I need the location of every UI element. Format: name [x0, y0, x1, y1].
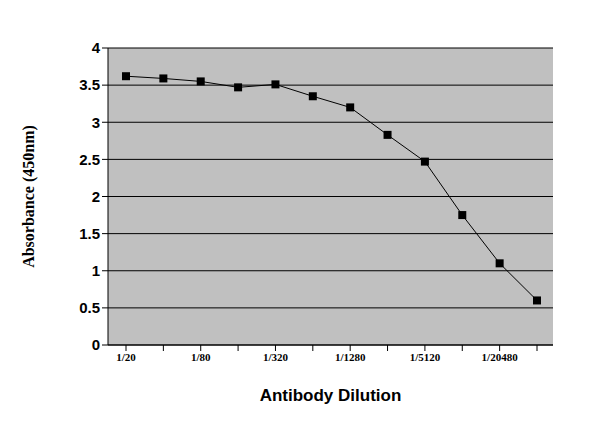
svg-text:0.5: 0.5 [79, 299, 100, 316]
svg-text:1/20480: 1/20480 [482, 351, 519, 363]
svg-text:4: 4 [92, 39, 101, 56]
svg-text:2: 2 [92, 188, 100, 205]
svg-text:3.5: 3.5 [79, 76, 100, 93]
svg-text:1/5120: 1/5120 [410, 351, 441, 363]
svg-text:3: 3 [92, 114, 100, 131]
svg-text:1/80: 1/80 [191, 351, 211, 363]
svg-text:1/320: 1/320 [263, 351, 289, 363]
svg-text:2.5: 2.5 [79, 151, 100, 168]
svg-text:Antibody Dilution: Antibody Dilution [260, 386, 402, 405]
svg-text:1: 1 [92, 262, 100, 279]
svg-text:0: 0 [92, 336, 100, 353]
svg-text:1/20: 1/20 [116, 351, 136, 363]
svg-text:1.5: 1.5 [79, 225, 100, 242]
svg-text:1/1280: 1/1280 [335, 351, 366, 363]
svg-text:Absorbance (450nm): Absorbance (450nm) [20, 125, 38, 268]
